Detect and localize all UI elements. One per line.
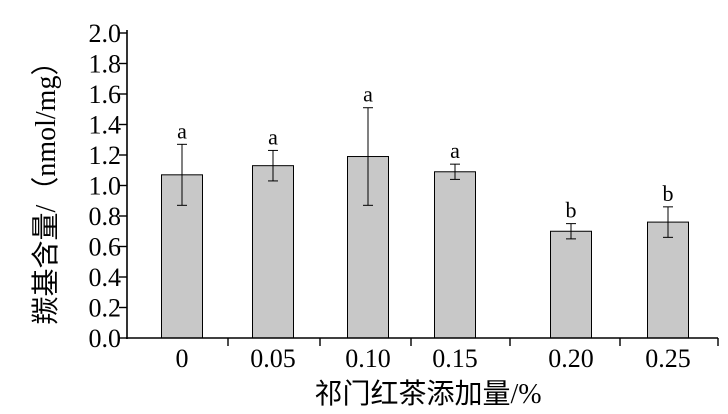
- bar-0.20: [550, 230, 592, 339]
- y-axis-ticks: 0.00.20.40.60.81.01.21.41.61.82.0: [89, 19, 127, 353]
- x-axis-title: 祁门红茶添加量/%: [314, 378, 541, 410]
- error-bar-0.05: [268, 149, 278, 182]
- significance-letter-0.10: a: [363, 82, 373, 107]
- significance-letter-0: a: [177, 118, 187, 143]
- x-tick-label: 0.10: [345, 344, 391, 373]
- x-tick-label: 0.15: [432, 344, 478, 373]
- error-bar-0.15: [450, 163, 460, 180]
- error-bar-0: [177, 143, 187, 206]
- bar-0.25: [647, 221, 689, 339]
- y-axis-title: 羰基含量/（nmol/mg）: [30, 48, 62, 325]
- bar-0.15: [434, 171, 476, 339]
- y-tick-label: 1.6: [89, 80, 122, 109]
- bar-0.05: [252, 165, 294, 339]
- y-tick-label: 2.0: [89, 19, 122, 48]
- y-tick-label: 1.8: [89, 50, 122, 79]
- y-tick-label: 0.2: [89, 294, 122, 323]
- x-tick-label: 0.25: [645, 344, 691, 373]
- y-tick-label: 0.0: [89, 324, 122, 353]
- significance-letters-group: a a a a b b: [177, 82, 673, 223]
- x-tick-label: 0.05: [250, 344, 296, 373]
- error-bar-0.25: [663, 206, 673, 238]
- significance-letter-0.25: b: [663, 181, 674, 206]
- y-tick-label: 0.8: [89, 202, 122, 231]
- error-bar-0.10: [363, 107, 373, 206]
- x-tick-label: 0: [176, 344, 189, 373]
- error-bar-0.20: [566, 223, 576, 240]
- significance-letter-0.05: a: [268, 124, 278, 149]
- y-tick-label: 1.4: [89, 111, 122, 140]
- y-tick-label: 1.2: [89, 141, 122, 170]
- y-tick-label: 1.0: [89, 172, 122, 201]
- y-tick-label: 0.4: [89, 263, 122, 292]
- significance-letter-0.20: b: [566, 198, 577, 223]
- error-bars-group: [177, 107, 673, 240]
- significance-letter-0.15: a: [450, 138, 460, 163]
- x-tick-label: 0.20: [548, 344, 594, 373]
- x-axis-ticks: 0 0.05 0.10 0.15 0.20 0.25: [176, 338, 719, 373]
- bars-group: [161, 156, 689, 339]
- y-tick-label: 0.6: [89, 233, 122, 262]
